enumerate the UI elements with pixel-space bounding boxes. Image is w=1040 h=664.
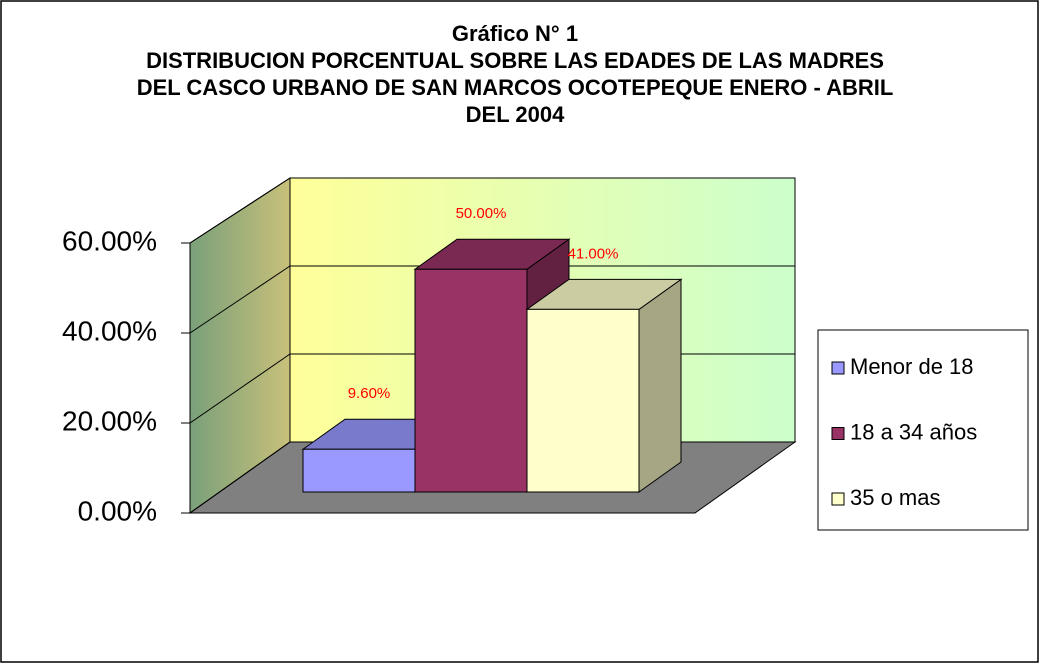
legend xyxy=(817,329,1029,531)
grid-line xyxy=(189,353,291,424)
legend-swatch xyxy=(831,361,845,375)
bar-front xyxy=(414,268,528,493)
grid-line xyxy=(189,177,291,244)
value-label: 9.60% xyxy=(348,385,391,402)
legend-label: Menor de 18 xyxy=(850,354,974,379)
legend-label: 18 a 34 años xyxy=(850,419,977,444)
legend-swatch xyxy=(831,427,845,440)
bar-side xyxy=(638,278,682,493)
chart-subtitle: DISTRIBUCION PORCENTUAL SOBRE LAS EDADES… xyxy=(136,48,894,127)
value-label: 41.00% xyxy=(568,245,619,262)
bar-front xyxy=(302,448,416,493)
y-tick-label: 40.00% xyxy=(62,315,157,346)
y-tick-label: 60.00% xyxy=(62,225,157,256)
value-label: 50.00% xyxy=(456,205,507,222)
y-tick-label: 0.00% xyxy=(78,495,157,526)
legend-swatch xyxy=(831,492,845,506)
chart-title: Gráfico N° 1 xyxy=(451,21,579,46)
y-tick-label: 20.00% xyxy=(62,405,157,436)
legend-label: 35 o mas xyxy=(850,485,941,510)
grid-line xyxy=(189,441,291,514)
title-block: Gráfico N° 1 DISTRIBUCION PORCENTUAL SOB… xyxy=(130,20,900,128)
grid-line xyxy=(189,265,291,334)
bar xyxy=(525,278,683,493)
bar-front xyxy=(526,308,640,493)
